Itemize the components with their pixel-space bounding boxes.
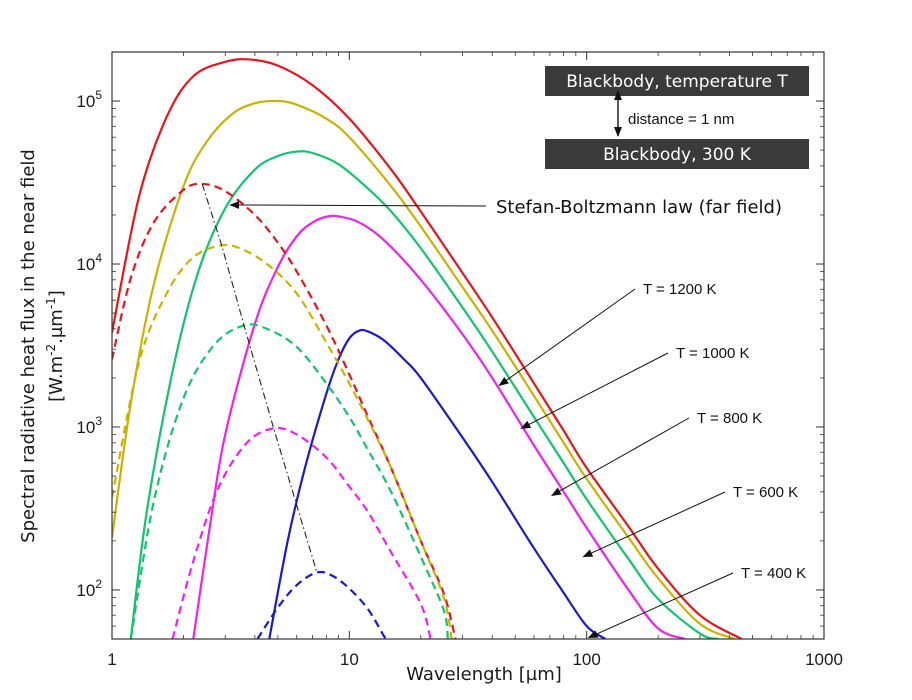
stefan-boltzmann-line <box>201 183 318 573</box>
series-line-1000k-solid <box>112 99 736 639</box>
y-tick-label-10000: 104 <box>76 251 102 274</box>
x-tick-label-10: 10 <box>340 650 359 669</box>
x-tick-label-1: 1 <box>107 650 116 669</box>
inset-bottom-box <box>545 139 809 169</box>
y-tick-label-1000: 103 <box>76 414 102 437</box>
y-axis-label-line1: Spectral radiative heat flux in the near… <box>18 149 39 543</box>
annotation-arrow-2 <box>520 352 669 429</box>
inset-top-box-label: Blackbody, temperature T <box>566 72 788 92</box>
annotation-label-5: T = 400 K <box>741 565 806 582</box>
series-layer <box>112 58 743 639</box>
annotation-arrow-3 <box>551 417 690 496</box>
annotation-label-1: T = 1200 K <box>643 281 717 298</box>
annotation-layer: T = 1200 K T = 1000 K T = 800 K T = 600 K T … <box>229 197 806 639</box>
y-axis-unit-label: [W.m-2.µm-1] <box>44 290 67 402</box>
y-unit-part-2: .µm <box>46 309 67 344</box>
stefan-boltzmann-label: Stefan-Boltzmann law (far field) <box>496 197 782 218</box>
y-unit-part-0: [W.m <box>46 356 67 402</box>
y-tick-label-100000: 105 <box>76 88 102 111</box>
inset-bottom-box-label: Blackbody, 300 K <box>603 145 752 165</box>
annotation-label-3: T = 800 K <box>697 410 762 427</box>
annotation-arrow-1 <box>498 288 636 386</box>
y-unit-part-1: -2 <box>44 344 58 356</box>
inset-top-box <box>545 66 809 96</box>
series-line-1200k-solid <box>112 58 743 639</box>
series-line-800k-solid <box>129 150 720 639</box>
inset-diagram: Blackbody, temperature T distance = 1 nm… <box>545 66 809 169</box>
inset-distance-label: distance = 1 nm <box>628 111 734 128</box>
y-axis-label: Spectral radiative heat flux in the near… <box>18 149 39 543</box>
x-tick-label-1000: 1000 <box>805 650 843 669</box>
series-line-400k-dashed <box>256 570 388 639</box>
y-unit-part-3: -1 <box>44 297 58 309</box>
stefan-boltzmann-layer <box>201 183 318 573</box>
annotation-arrow-4 <box>582 491 726 558</box>
stefan-boltzmann-arrow <box>229 200 487 209</box>
annotation-label-4: T = 600 K <box>733 484 798 501</box>
annotation-label-2: T = 1000 K <box>676 345 750 362</box>
x-axis-label: Wavelength [µm] <box>406 664 562 685</box>
tick-layer: 1 10 100 1000 102 103 104 105 <box>76 51 843 669</box>
series-line-400k-solid <box>268 328 607 639</box>
annotation-arrow-5 <box>587 572 734 639</box>
y-tick-label-100: 102 <box>76 577 102 600</box>
series-line-1000k-dashed <box>112 243 453 639</box>
series-line-600k-dashed <box>171 426 432 639</box>
x-tick-label-100: 100 <box>572 650 600 669</box>
y-axis-unit: [W.m-2.µm-1] <box>44 290 67 402</box>
series-line-800k-dashed <box>129 323 449 639</box>
series-line-600k-solid <box>192 214 686 639</box>
plot-frame <box>111 51 825 640</box>
y-unit-part-4: ] <box>46 290 67 297</box>
